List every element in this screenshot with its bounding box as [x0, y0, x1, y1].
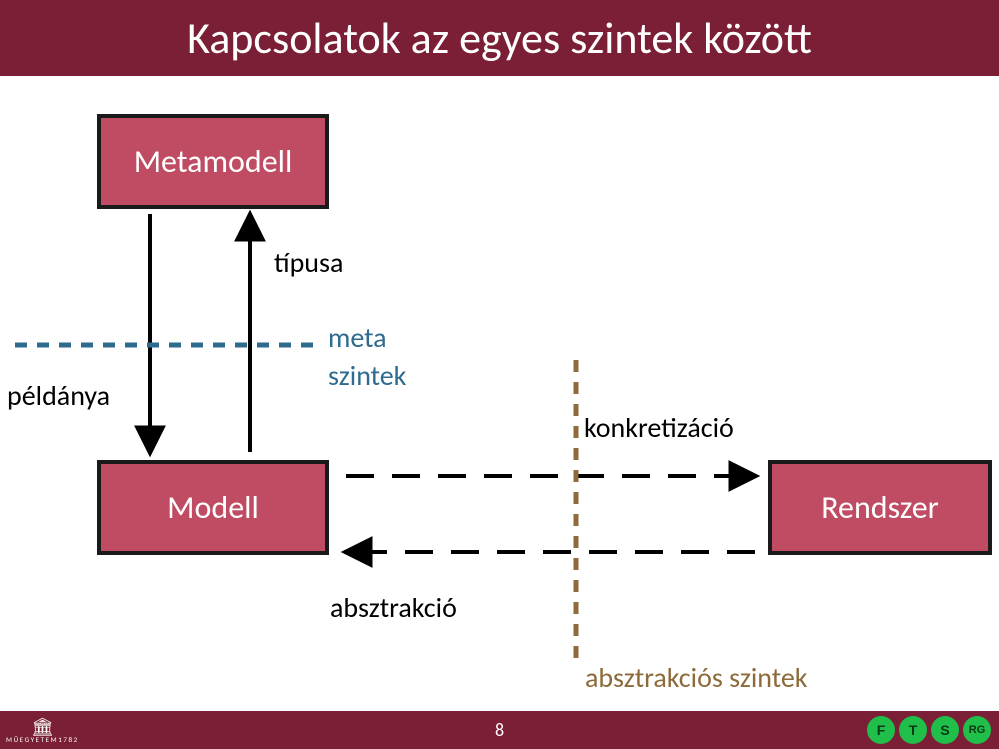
badge-icon: T	[899, 716, 927, 744]
label-peldanya: példánya	[7, 378, 110, 413]
badge-icon: F	[867, 716, 895, 744]
university-logo-icon: 🏛	[6, 718, 77, 736]
footer: 🏛 M Ű E G Y E T E M 1 7 8 2 8 FTSRG	[0, 711, 999, 749]
label-tipusa: típusa	[274, 245, 343, 280]
label-absztrakcio: absztrakció	[330, 590, 457, 625]
box-modell-label: Modell	[167, 488, 259, 527]
badge-icon: RG	[963, 716, 991, 744]
label-konkretizacio: konkretizáció	[584, 410, 734, 445]
box-rendszer: Rendszer	[768, 460, 992, 555]
footer-right-badges: FTSRG	[839, 711, 999, 749]
box-metamodell-label: Metamodell	[134, 142, 293, 181]
label-meta: meta	[328, 320, 387, 355]
footer-left-logo: 🏛 M Ű E G Y E T E M 1 7 8 2	[0, 711, 160, 749]
diagram-overlay	[0, 0, 999, 749]
page-number: 8	[160, 711, 839, 749]
label-szintek: szintek	[328, 358, 406, 393]
university-logo-text: M Ű E G Y E T E M 1 7 8 2	[6, 735, 77, 744]
slide: Kapcsolatok az egyes szintek között Meta…	[0, 0, 999, 749]
badge-icon: S	[931, 716, 959, 744]
university-logo: 🏛 M Ű E G Y E T E M 1 7 8 2	[0, 716, 83, 745]
box-rendszer-label: Rendszer	[821, 488, 939, 527]
box-modell: Modell	[97, 460, 329, 555]
box-metamodell: Metamodell	[97, 114, 329, 209]
label-absztrakcios-szintek: absztrakciós szintek	[585, 660, 808, 695]
